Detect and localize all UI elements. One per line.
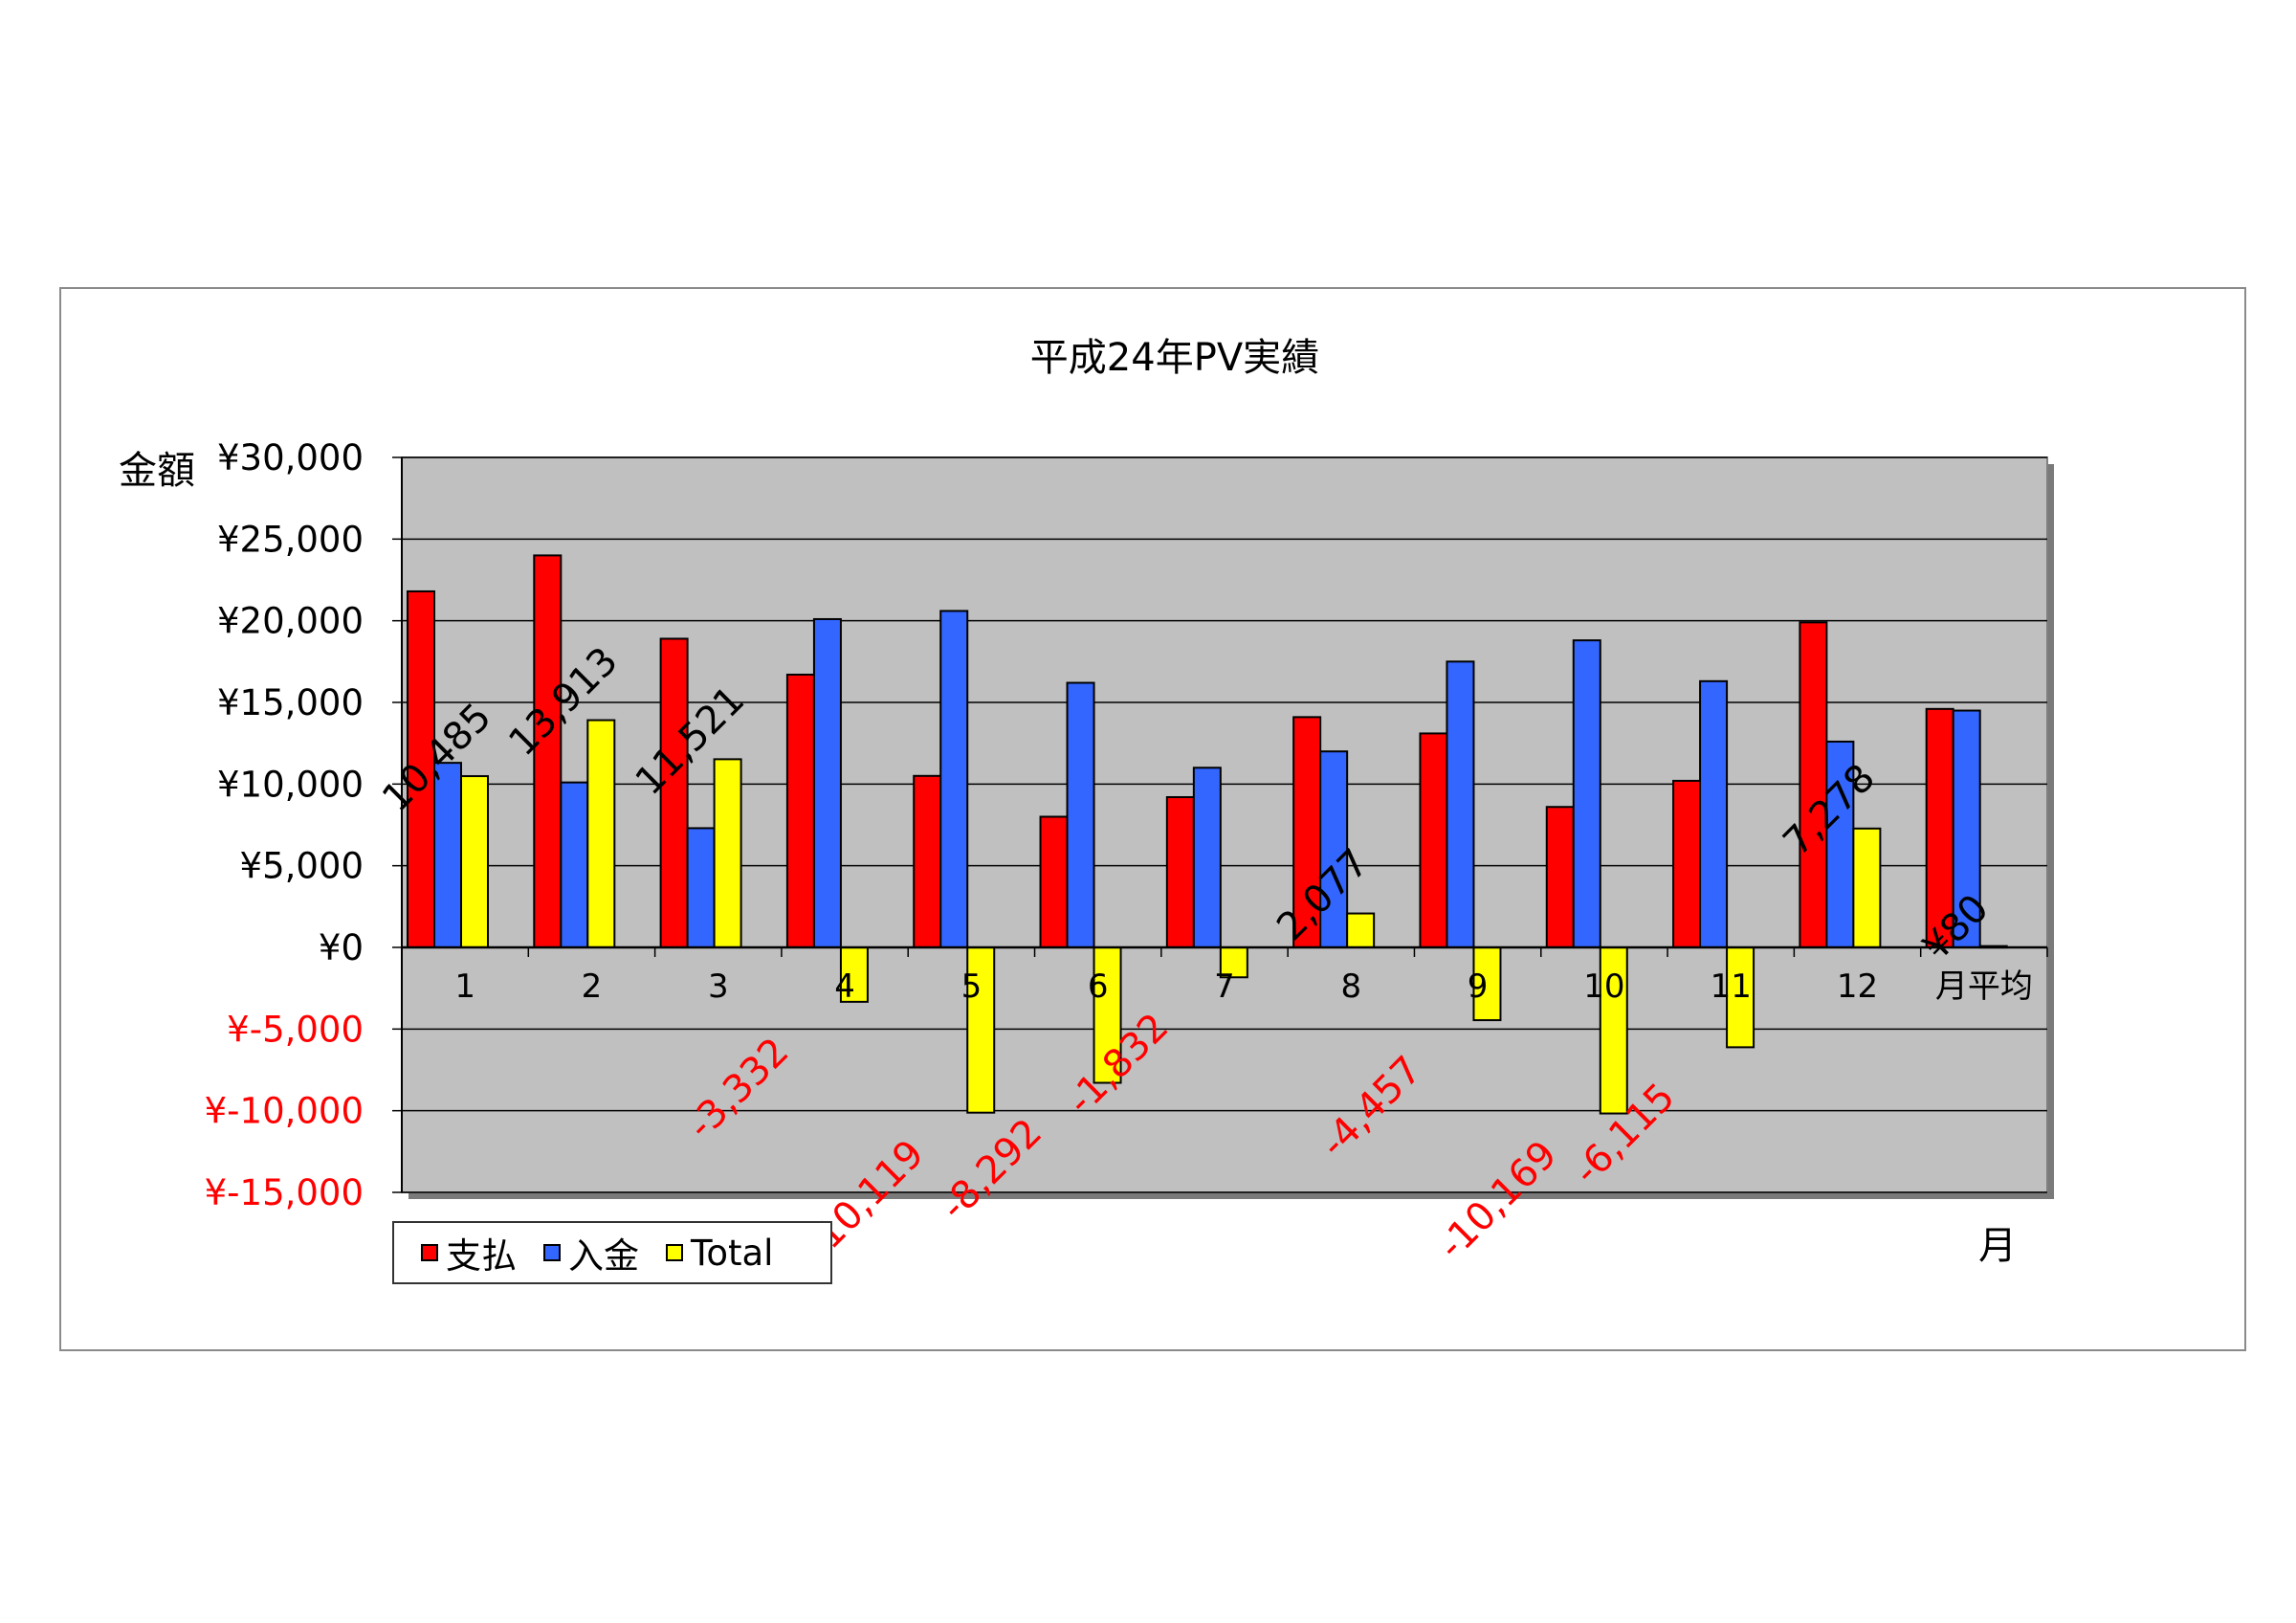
legend-swatch-deposit (543, 1244, 561, 1261)
bar-payment (785, 673, 815, 949)
bar-payment (913, 774, 942, 948)
bar-deposit (939, 610, 969, 949)
y-tick-label: ¥5,000 (240, 846, 364, 887)
bar-payment (1165, 795, 1195, 949)
bar-payment (407, 589, 435, 948)
x-tick-label: 5 (961, 967, 982, 1006)
legend-label-deposit: 入金 (568, 1235, 639, 1277)
legend-item-payment: 支払 (421, 1227, 517, 1278)
x-tick-label: 3 (708, 967, 729, 1006)
x-tick-label: 8 (1340, 967, 1361, 1006)
bar-payment (659, 637, 689, 948)
y-axis-title: 金額 (119, 449, 195, 493)
y-tick-label: ¥-5,000 (227, 1009, 364, 1050)
bar-payment (1419, 732, 1448, 949)
bar-deposit (1825, 740, 1855, 949)
y-tick-label: ¥10,000 (217, 764, 364, 805)
x-tick-label: 10 (1583, 967, 1624, 1006)
y-tick-label: ¥30,000 (217, 437, 364, 478)
bar-deposit (1699, 679, 1729, 949)
bar-total (1219, 946, 1248, 979)
bar-payment (1292, 716, 1322, 948)
x-tick-label: 4 (834, 967, 855, 1006)
bar-total (586, 719, 616, 948)
y-tick-label: ¥20,000 (217, 601, 364, 642)
x-tick-label: 2 (582, 967, 603, 1006)
legend-item-total: Total (666, 1233, 773, 1274)
bar-deposit (1066, 681, 1095, 949)
x-tick-label: 11 (1711, 967, 1752, 1006)
legend-swatch-payment (421, 1244, 438, 1261)
bar-total (1852, 827, 1882, 949)
y-tick-label: ¥0 (319, 927, 364, 968)
y-tick-label: ¥-10,000 (205, 1091, 364, 1132)
legend-swatch-total (666, 1244, 683, 1261)
bar-deposit (686, 827, 716, 948)
bar-total (839, 946, 869, 1003)
bar-total (1346, 912, 1376, 949)
y-tick-label: ¥15,000 (217, 682, 364, 723)
bar-deposit (812, 617, 842, 949)
x-tick-label: 12 (1837, 967, 1878, 1006)
bar-payment (1039, 815, 1069, 949)
bar-payment (1925, 707, 1954, 948)
legend-item-deposit: 入金 (543, 1227, 639, 1278)
bar-total (460, 775, 489, 949)
x-tick-label: 7 (1214, 967, 1235, 1006)
bar-payment (1545, 806, 1575, 949)
bar-payment (533, 554, 563, 949)
bar-total (713, 758, 742, 948)
bar-total (1599, 946, 1628, 1115)
legend: 支払 入金 Total (392, 1221, 832, 1284)
bar-payment (1672, 779, 1702, 948)
bar-deposit (1192, 767, 1222, 948)
bar-deposit (1319, 750, 1349, 949)
x-tick-label: 月平均 (1935, 967, 2033, 1006)
y-tick-label: ¥25,000 (217, 519, 364, 560)
x-tick-label: 9 (1468, 967, 1489, 1006)
bar-deposit (560, 781, 589, 948)
bar-total (966, 946, 996, 1114)
bar-deposit (1446, 660, 1475, 948)
legend-label-total: Total (691, 1232, 774, 1274)
x-tick-label: 1 (454, 967, 475, 1006)
bar-deposit (1952, 709, 1981, 948)
y-tick-label: ¥-15,000 (205, 1172, 364, 1213)
x-tick-label: 6 (1088, 967, 1109, 1006)
chart-title: 平成24年PV実績 (1030, 336, 1319, 380)
bar-deposit (1572, 639, 1601, 948)
bar-total (1472, 946, 1502, 1022)
legend-label-payment: 支払 (446, 1235, 517, 1277)
x-axis-title: 月 (1978, 1224, 2017, 1268)
bar-deposit (433, 762, 462, 948)
